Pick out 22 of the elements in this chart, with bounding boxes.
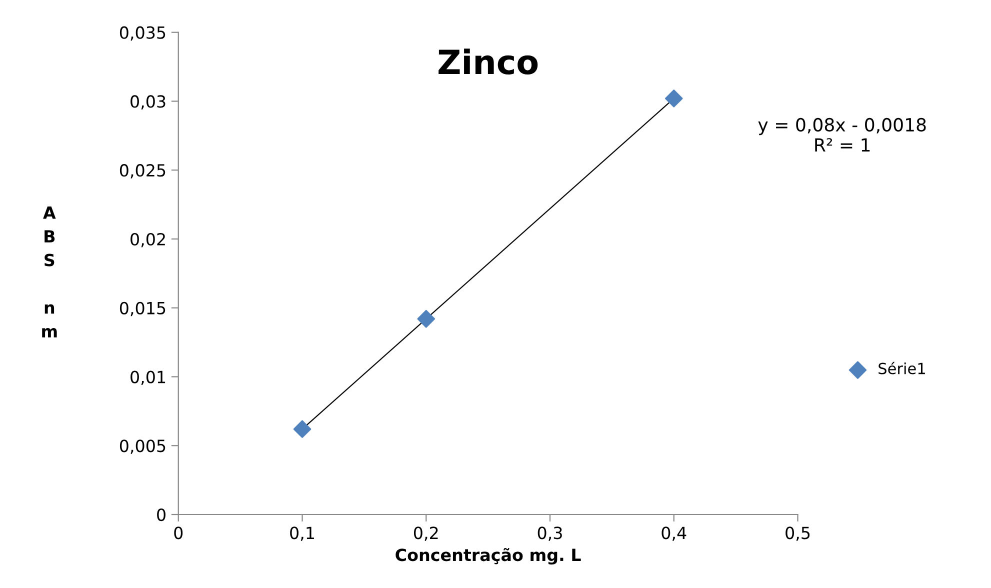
y-tick-label: 0,005 [120, 440, 166, 454]
point [664, 90, 683, 108]
chart-title: Zinco [438, 48, 538, 74]
point [293, 420, 312, 438]
x-tick-label: 0,2 [414, 526, 438, 541]
x-axis-title: Concentração mg. L [396, 548, 581, 565]
x-tick-label: 0 [174, 526, 183, 540]
annotation: y = 0,08x - 0,0018 R² = 1 [758, 118, 926, 152]
x-tick-label: 0,4 [662, 526, 686, 541]
text: A B S n m [42, 206, 57, 338]
y-tick-label: 0,015 [120, 302, 166, 316]
y-tick-label: 0,01 [130, 370, 166, 386]
y-tick-label: 0,025 [120, 164, 166, 178]
legend-label: Série1 [878, 362, 925, 374]
y-tick-label: 0,035 [120, 26, 166, 41]
y-tick-label: 0 [157, 508, 166, 522]
y-tick-label: 0,02 [130, 232, 165, 248]
x-tick-label: 0,5 [786, 526, 810, 541]
point [417, 310, 436, 328]
y-tick-label: 0,03 [130, 95, 166, 110]
x-tick-label: 0,1 [290, 526, 314, 541]
x-tick-label: 0,3 [538, 526, 562, 541]
